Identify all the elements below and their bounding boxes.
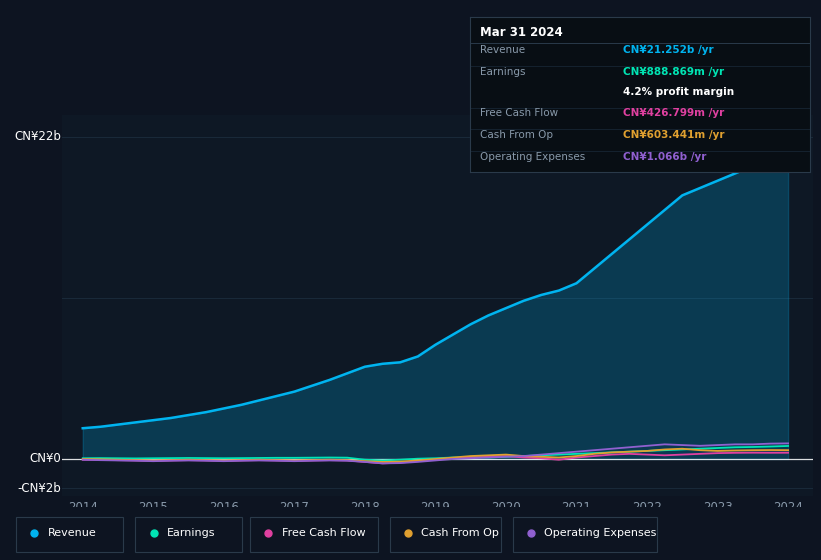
Text: Operating Expenses: Operating Expenses (544, 529, 657, 538)
Text: Earnings: Earnings (167, 529, 215, 538)
Text: Operating Expenses: Operating Expenses (480, 152, 585, 162)
Text: Free Cash Flow: Free Cash Flow (480, 109, 558, 119)
Text: 4.2% profit margin: 4.2% profit margin (623, 87, 734, 97)
Text: CN¥1.066b /yr: CN¥1.066b /yr (623, 152, 706, 162)
Text: Mar 31 2024: Mar 31 2024 (480, 26, 563, 39)
Text: CN¥888.869m /yr: CN¥888.869m /yr (623, 67, 724, 77)
Text: Earnings: Earnings (480, 67, 525, 77)
Text: -CN¥2b: -CN¥2b (17, 482, 61, 495)
Text: CN¥22b: CN¥22b (14, 130, 61, 143)
Text: Cash From Op: Cash From Op (421, 529, 499, 538)
Text: CN¥21.252b /yr: CN¥21.252b /yr (623, 45, 713, 55)
Text: CN¥0: CN¥0 (29, 452, 61, 465)
Text: Revenue: Revenue (48, 529, 96, 538)
Text: CN¥426.799m /yr: CN¥426.799m /yr (623, 109, 724, 119)
Text: Free Cash Flow: Free Cash Flow (282, 529, 365, 538)
Text: Revenue: Revenue (480, 45, 525, 55)
Text: Cash From Op: Cash From Op (480, 130, 553, 140)
Text: CN¥603.441m /yr: CN¥603.441m /yr (623, 130, 724, 140)
